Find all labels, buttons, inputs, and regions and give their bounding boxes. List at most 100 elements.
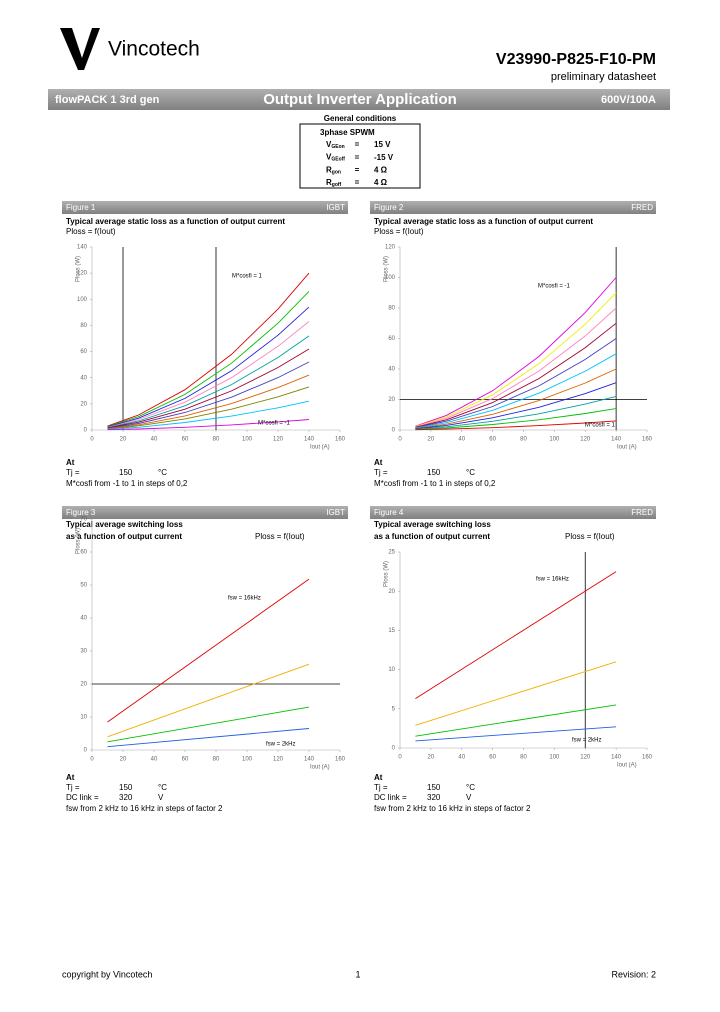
condition-value: 4 Ω [374, 166, 388, 175]
y-tick-label: 10 [388, 667, 395, 673]
y-tick-label: 60 [388, 336, 395, 342]
banner-center: Output Inverter Application [263, 91, 457, 108]
y-tick-label: 140 [77, 245, 88, 251]
param-value: 150 [119, 468, 133, 477]
curve [415, 307, 617, 428]
part-number: V23990-P825-F10-PM [496, 51, 656, 68]
x-tick-label: 160 [642, 755, 653, 761]
figure-header [62, 201, 348, 214]
y-tick-label: 0 [392, 428, 396, 434]
x-axis-label: Iout (A) [617, 763, 637, 769]
symbol-sub: goff [332, 182, 342, 188]
y-axis-label: Ploss (W) [384, 561, 390, 587]
y-tick-label: 80 [80, 323, 87, 329]
curve [415, 353, 617, 429]
x-tick-label: 80 [213, 437, 220, 443]
x-tick-label: 0 [398, 755, 402, 761]
condition-symbol: Rgoff [326, 178, 342, 188]
curve [107, 578, 310, 723]
y-tick-label: 60 [80, 349, 87, 355]
x-tick-label: 20 [428, 755, 435, 761]
subtitle: preliminary datasheet [551, 71, 656, 83]
x-tick-label: 120 [580, 437, 591, 443]
x-tick-label: 100 [242, 757, 253, 763]
condition-eq: = [355, 153, 360, 162]
figure-note: fsw from 2 kHz to 16 kHz in steps of fac… [374, 804, 531, 813]
x-tick-label: 0 [90, 757, 94, 763]
figure-header [370, 201, 656, 214]
y-tick-label: 0 [84, 748, 88, 754]
y-tick-label: 20 [80, 401, 87, 407]
curve [415, 382, 617, 430]
curve [415, 277, 617, 427]
x-tick-label: 60 [489, 437, 496, 443]
param-value: 150 [427, 783, 441, 792]
annotation: M*cosfi = -1 [538, 284, 571, 290]
y-tick-label: 40 [388, 367, 395, 373]
curve [415, 395, 617, 430]
curve [107, 348, 310, 429]
x-tick-label: 0 [398, 437, 402, 443]
curve [107, 361, 310, 429]
figure-tag: FRED [631, 508, 653, 517]
symbol: V [326, 153, 332, 162]
brand: Vincotech [108, 38, 200, 61]
x-tick-label: 80 [520, 755, 527, 761]
figure-note: M*cosfi from -1 to 1 in steps of 0,2 [66, 479, 188, 488]
y-tick-label: 80 [388, 306, 395, 312]
annotation: M*cosfi = 1 [232, 274, 263, 280]
symbol: R [326, 178, 332, 187]
x-axis-label: Iout (A) [310, 445, 330, 451]
curve [415, 704, 617, 737]
figure-note: fsw from 2 kHz to 16 kHz in steps of fac… [66, 804, 223, 813]
figure-title: Typical average switching loss [374, 520, 491, 529]
banner [48, 89, 670, 110]
param-label: Tj = [374, 468, 388, 477]
param-label: Tj = [66, 783, 80, 792]
y-tick-label: 25 [388, 550, 395, 556]
y-tick-label: 60 [80, 550, 87, 556]
condition-symbol: VGEoff [326, 153, 345, 163]
figure-tag: IGBT [326, 508, 345, 517]
curve [107, 291, 310, 427]
footer-center: 1 [355, 969, 360, 979]
figure-title: Typical average switching loss [66, 520, 183, 529]
figure-title: Typical average static loss as a functio… [66, 217, 285, 226]
curve [107, 400, 310, 430]
condition-value: 15 V [374, 140, 391, 149]
condition-eq: = [355, 140, 360, 149]
condition-value: 4 Ω [374, 178, 388, 187]
curve [107, 706, 310, 743]
param-value: 150 [119, 783, 133, 792]
x-tick-label: 60 [182, 757, 189, 763]
curve [107, 374, 310, 430]
param-value: 320 [427, 793, 441, 802]
annotation: M*cosfi = 1 [585, 423, 616, 429]
formula: Ploss = f(Iout) [66, 227, 116, 236]
footer-left: copyright by Vincotech [62, 969, 152, 979]
symbol-sub: GEoff [331, 157, 345, 163]
figure-label: Figure 3 [66, 508, 96, 517]
curve [107, 335, 310, 429]
y-tick-label: 120 [77, 271, 88, 277]
x-tick-label: 120 [273, 757, 284, 763]
y-tick-label: 100 [77, 297, 88, 303]
x-tick-label: 160 [642, 437, 653, 443]
x-tick-label: 160 [335, 757, 346, 763]
param-unit: °C [158, 468, 167, 477]
symbol-sub: gon [332, 170, 341, 176]
param-label: DC link = [66, 793, 99, 802]
x-tick-label: 80 [520, 437, 527, 443]
condition-symbol: VGEon [326, 140, 345, 150]
x-tick-label: 40 [151, 757, 158, 763]
param-unit: V [466, 793, 472, 802]
symbol: V [326, 140, 332, 149]
y-tick-label: 120 [385, 245, 396, 251]
x-tick-label: 80 [213, 757, 220, 763]
y-tick-label: 15 [388, 628, 395, 634]
figure-title: Typical average static loss as a functio… [374, 217, 593, 226]
x-tick-label: 20 [428, 437, 435, 443]
footer-right: Revision: 2 [611, 969, 656, 979]
x-tick-label: 60 [489, 755, 496, 761]
